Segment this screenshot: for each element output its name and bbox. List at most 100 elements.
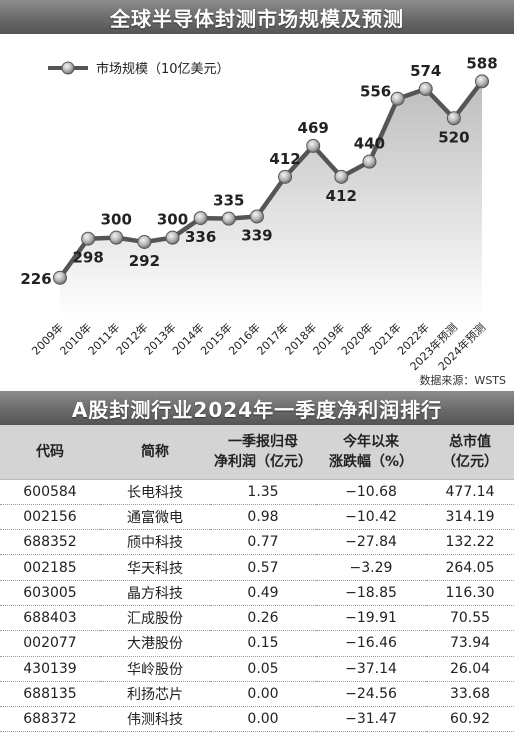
market-cap-cell: 60.92: [426, 706, 514, 732]
table-row: 688372 伟测科技 0.00 −31.47 60.92: [0, 706, 514, 732]
change-cell: −10.42: [316, 504, 426, 531]
column-header: 总市值 （亿元）: [426, 425, 514, 480]
chart-svg: 市场规模（10亿美元） 2262983002923003363353394124…: [20, 54, 506, 387]
table-header: 代码 简称 一季报归母净利润（亿元） 今年以来涨跌幅（%） 总市值 （亿元）: [0, 425, 514, 480]
data-point: [475, 74, 489, 89]
code-cell: 430139: [0, 656, 100, 682]
table-body: 600584 长电科技 1.35 −10.68 477.14 002156 通富微电 0.98…: [0, 479, 514, 732]
column-header: 一季报归母净利润（亿元）: [210, 425, 316, 480]
code-cell: 688352: [0, 529, 100, 556]
profit-cell: 0.00: [210, 681, 316, 708]
column-header-line: 今年以来: [343, 433, 399, 450]
name-cell: 利扬芯片: [100, 681, 210, 708]
market-cap-cell: 70.55: [426, 605, 514, 632]
value-label: 335: [213, 192, 244, 210]
market-cap-cell: 26.04: [426, 656, 514, 682]
legend-marker: [61, 61, 75, 75]
code-cell: 002156: [0, 504, 100, 531]
column-header-line: 涨跌幅（%）: [328, 453, 414, 470]
value-label: 588: [466, 54, 497, 72]
column-header: 简称: [100, 425, 210, 480]
value-label: 298: [72, 249, 103, 267]
value-label: 226: [20, 270, 51, 288]
source-note: 数据来源：WSTS: [419, 373, 506, 387]
profit-cell: 0.57: [210, 554, 316, 581]
table-row: 688352 颀中科技 0.77 −27.84 132.22: [0, 529, 514, 556]
ranking-table: 代码 简称 一季报归母净利润（亿元） 今年以来涨跌幅（%） 总市值 （亿元） 600584…: [0, 425, 514, 732]
column-header-line: （亿元）: [442, 453, 498, 470]
column-header-line: 代码: [36, 443, 64, 460]
change-cell: −3.29: [316, 554, 426, 581]
name-cell: 汇成股份: [100, 605, 210, 632]
column-header-line: 简称: [141, 443, 169, 460]
table-row: 002156 通富微电 0.98 −10.42 314.19: [0, 504, 514, 531]
profit-cell: 0.77: [210, 529, 316, 556]
data-point: [165, 230, 180, 245]
profit-cell: 0.98: [210, 504, 316, 531]
table-row: 600584 长电科技 1.35 −10.68 477.14: [0, 479, 514, 505]
chart-title-banner: 全球半导体封测市场规模及预测: [0, 0, 514, 34]
column-header-line: 净利润（亿元）: [214, 453, 312, 470]
data-point: [53, 270, 67, 285]
table-row: 688135 利扬芯片 0.00 −24.56 33.68: [0, 681, 514, 708]
change-cell: −19.91: [316, 605, 426, 632]
data-point: [109, 230, 124, 245]
market-cap-cell: 314.19: [426, 504, 514, 531]
chart-legend: 市场规模（10亿美元）: [48, 61, 230, 77]
value-label: 300: [101, 211, 132, 229]
column-header-line: 总市值: [449, 433, 491, 450]
name-cell: 通富微电: [100, 504, 210, 531]
table-row: 430139 华岭股份 0.05 −37.14 26.04: [0, 656, 514, 682]
table-row: 603005 晶方科技 0.49 −18.85 116.30: [0, 580, 514, 606]
name-cell: 伟测科技: [100, 706, 210, 732]
change-cell: −37.14: [316, 656, 426, 682]
code-cell: 002185: [0, 554, 100, 581]
change-cell: −10.68: [316, 479, 426, 505]
market-cap-cell: 73.94: [426, 630, 514, 657]
change-cell: −31.47: [316, 706, 426, 732]
name-cell: 颀中科技: [100, 529, 210, 556]
market-cap-cell: 477.14: [426, 479, 514, 505]
data-point: [249, 209, 264, 224]
profit-cell: 0.26: [210, 605, 316, 632]
value-label: 412: [269, 150, 300, 168]
name-cell: 大港股份: [100, 630, 210, 657]
code-cell: 688372: [0, 706, 100, 732]
value-label: 336: [185, 228, 216, 246]
profit-table: 代码 简称 一季报归母净利润（亿元） 今年以来涨跌幅（%） 总市值 （亿元） 600584…: [0, 425, 514, 732]
value-label: 574: [410, 62, 441, 80]
profit-cell: 0.49: [210, 580, 316, 606]
data-point: [193, 211, 208, 226]
change-cell: −27.84: [316, 529, 426, 556]
code-cell: 600584: [0, 479, 100, 505]
value-label: 520: [438, 128, 469, 146]
line-chart: 市场规模（10亿美元） 226 298 300 292 300 336 335 339 412 4…: [0, 34, 514, 391]
legend-label: 市场规模（10亿美元）: [96, 61, 230, 77]
data-point: [221, 211, 236, 226]
header-row: 代码 简称 一季报归母净利润（亿元） 今年以来涨跌幅（%） 总市值 （亿元）: [0, 425, 514, 480]
value-label: 300: [157, 211, 188, 229]
market-cap-cell: 132.22: [426, 529, 514, 556]
column-header-line: 一季报归母: [228, 433, 298, 450]
data-point: [137, 234, 152, 249]
table-row: 002077 大港股份 0.15 −16.46 73.94: [0, 630, 514, 657]
data-point: [418, 81, 433, 96]
profit-cell: 1.35: [210, 479, 316, 505]
column-header: 代码: [0, 425, 100, 480]
data-point: [390, 91, 405, 106]
name-cell: 华岭股份: [100, 656, 210, 682]
change-cell: −18.85: [316, 580, 426, 606]
table-title-banner: A股封测行业2024年一季度净利润排行: [0, 391, 514, 425]
data-point: [306, 138, 321, 153]
profit-cell: 0.00: [210, 706, 316, 732]
data-point: [81, 231, 96, 246]
market-cap-cell: 33.68: [426, 681, 514, 708]
name-cell: 长电科技: [100, 479, 210, 505]
value-label: 339: [241, 226, 272, 244]
value-label: 469: [298, 119, 329, 137]
code-cell: 688403: [0, 605, 100, 632]
profit-cell: 0.05: [210, 656, 316, 682]
code-cell: 603005: [0, 580, 100, 606]
table-row: 002185 华天科技 0.57 −3.29 264.05: [0, 554, 514, 581]
data-point: [334, 169, 349, 184]
